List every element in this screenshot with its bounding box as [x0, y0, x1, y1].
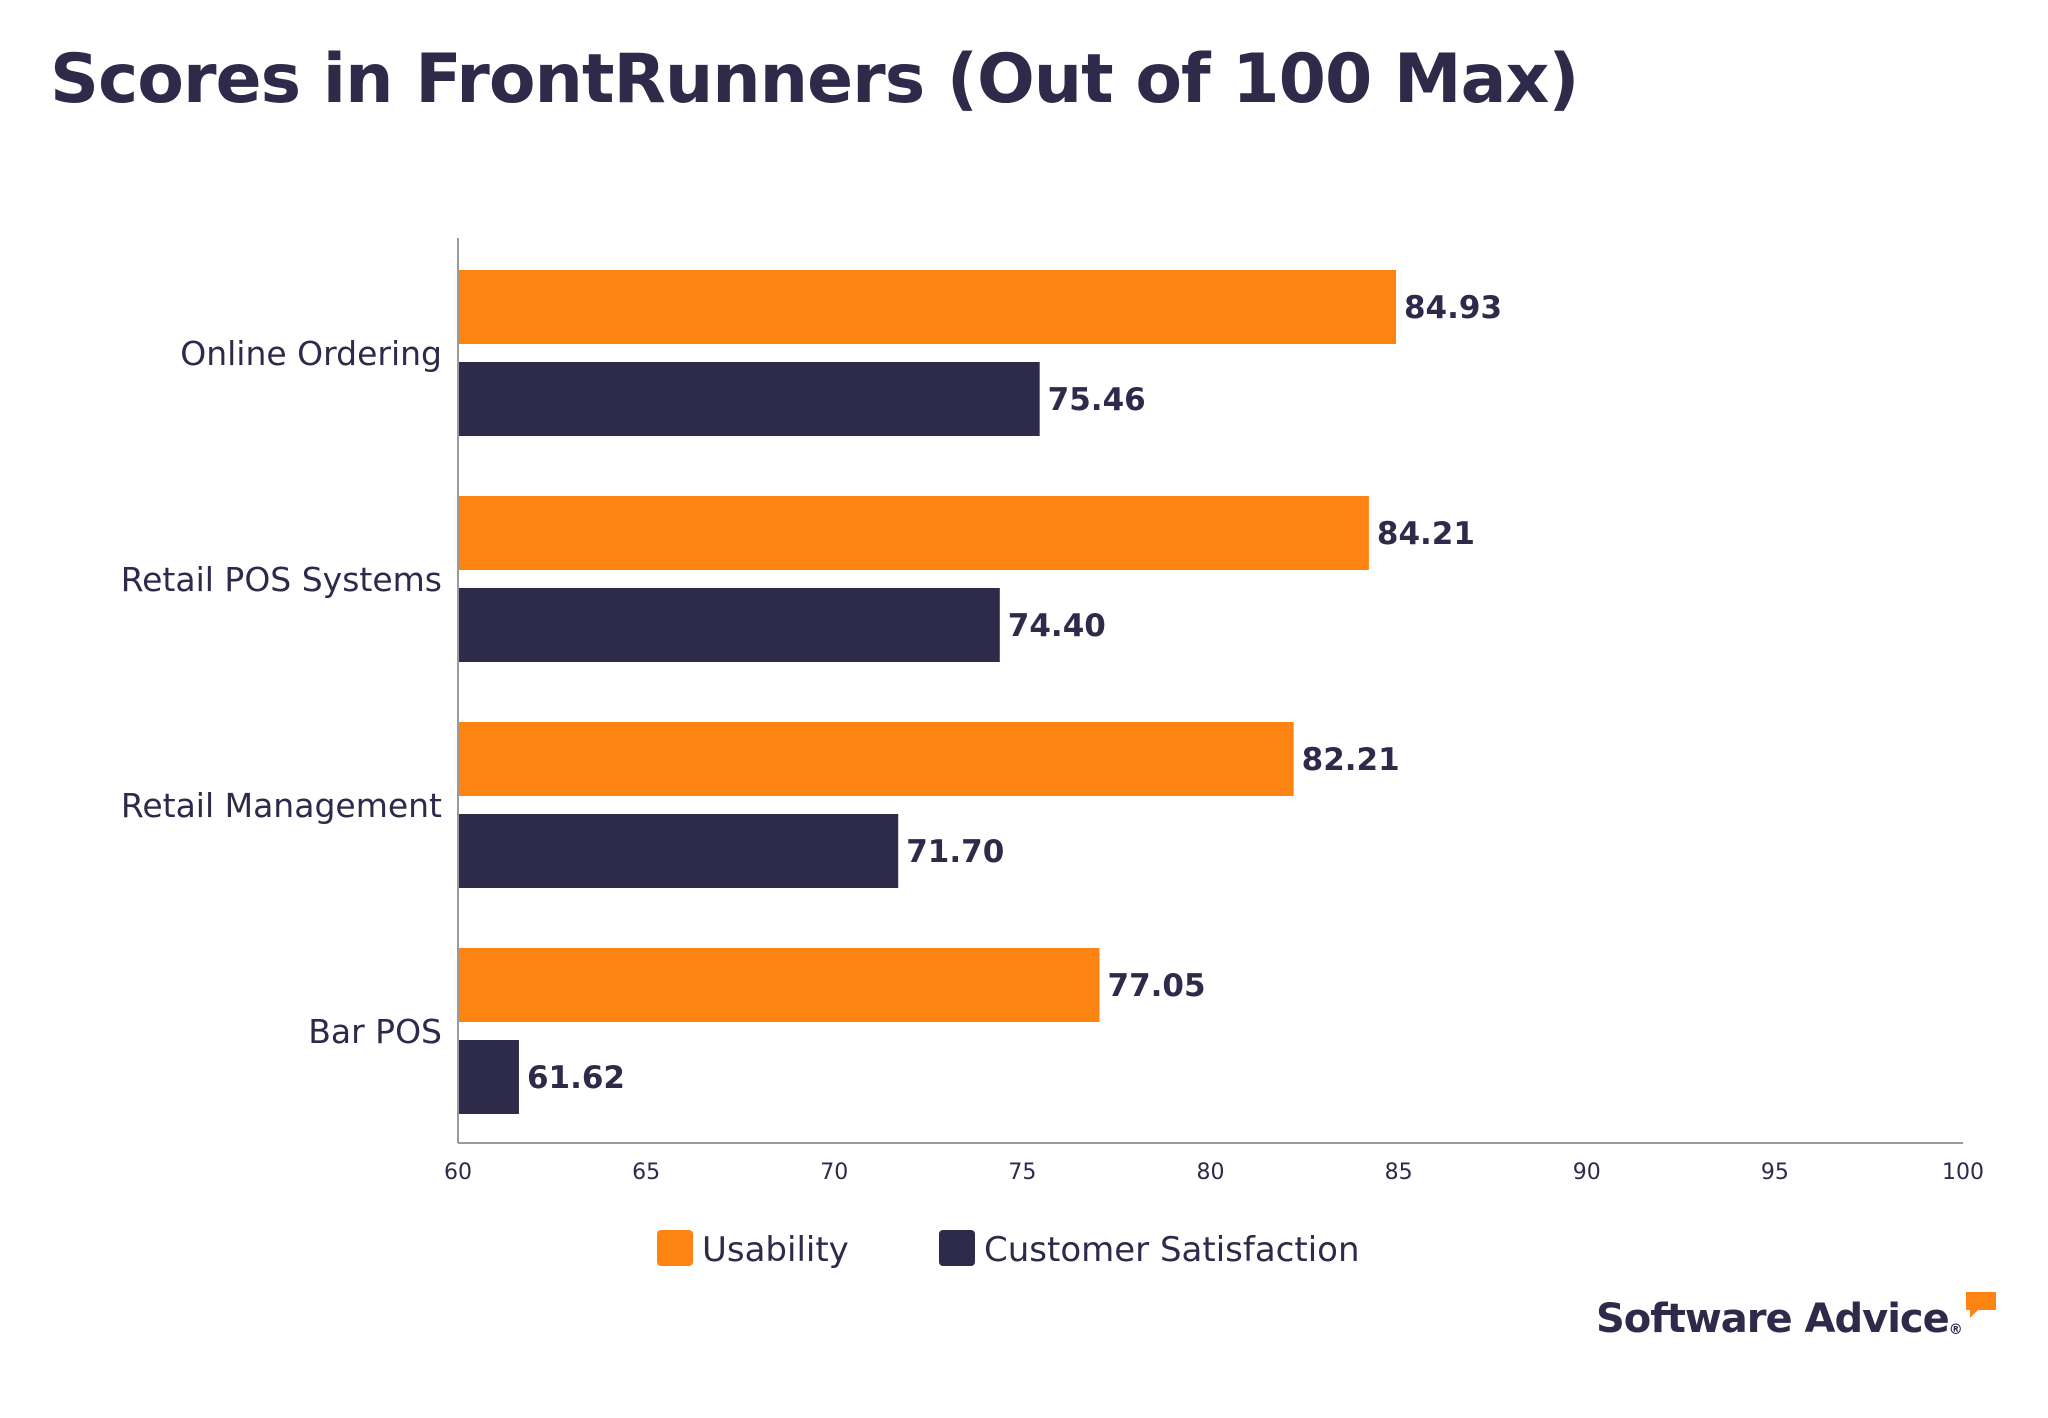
x-tick-label: 100 [1942, 1160, 1984, 1185]
value-label: 84.21 [1377, 516, 1475, 552]
bar-customer-satisfaction [459, 588, 1000, 662]
chart-title: Scores in FrontRunners (Out of 100 Max) [50, 40, 1579, 119]
value-label: 74.40 [1008, 608, 1106, 644]
value-label: 75.46 [1048, 382, 1146, 418]
x-tick-label: 65 [632, 1160, 660, 1185]
legend-label: Customer Satisfaction [984, 1230, 1360, 1270]
category-label: Retail POS Systems [121, 560, 442, 599]
bar-customer-satisfaction [459, 814, 899, 888]
registered-mark: ® [1948, 1322, 1963, 1338]
value-label: 61.62 [527, 1060, 625, 1096]
x-tick-label: 75 [1008, 1160, 1036, 1185]
bars-layer [459, 270, 1396, 1114]
legend-swatch [939, 1230, 975, 1266]
value-label: 82.21 [1302, 742, 1400, 778]
value-labels: 84.93 75.46 84.21 74.40 82.21 71.70 77.05 61.62 [527, 290, 1502, 1096]
value-label: 77.05 [1108, 968, 1206, 1004]
category-labels: Online Ordering Retail POS Systems Retail … [121, 334, 442, 1051]
value-label: 84.93 [1404, 290, 1502, 326]
value-label: 71.70 [906, 834, 1004, 870]
speech-bubble-icon [1965, 1292, 1996, 1318]
x-tick-label: 60 [444, 1160, 472, 1185]
legend-label: Usability [702, 1230, 849, 1270]
bar-customer-satisfaction [459, 1040, 519, 1114]
x-tick-label: 85 [1385, 1160, 1413, 1185]
x-tick-label: 90 [1573, 1160, 1601, 1185]
x-tick-label: 80 [1197, 1160, 1225, 1185]
bar-usability [459, 270, 1396, 344]
legend-swatch [657, 1230, 693, 1266]
software-advice-logo: Software Advice ® [1596, 1292, 1998, 1342]
category-label: Bar POS [308, 1012, 442, 1051]
legend: Usability Customer Satisfaction [657, 1230, 1360, 1270]
bar-usability [459, 722, 1294, 796]
x-tick-label: 95 [1761, 1160, 1789, 1185]
category-label: Retail Management [121, 786, 442, 825]
logo-text: Software Advice [1596, 1296, 1950, 1342]
bar-customer-satisfaction [459, 362, 1040, 436]
x-tick-labels: 60 65 70 75 80 85 90 95 100 [444, 1160, 1984, 1185]
bar-usability [459, 496, 1369, 570]
category-label: Online Ordering [180, 334, 442, 373]
bar-usability [459, 948, 1100, 1022]
x-tick-label: 70 [820, 1160, 848, 1185]
